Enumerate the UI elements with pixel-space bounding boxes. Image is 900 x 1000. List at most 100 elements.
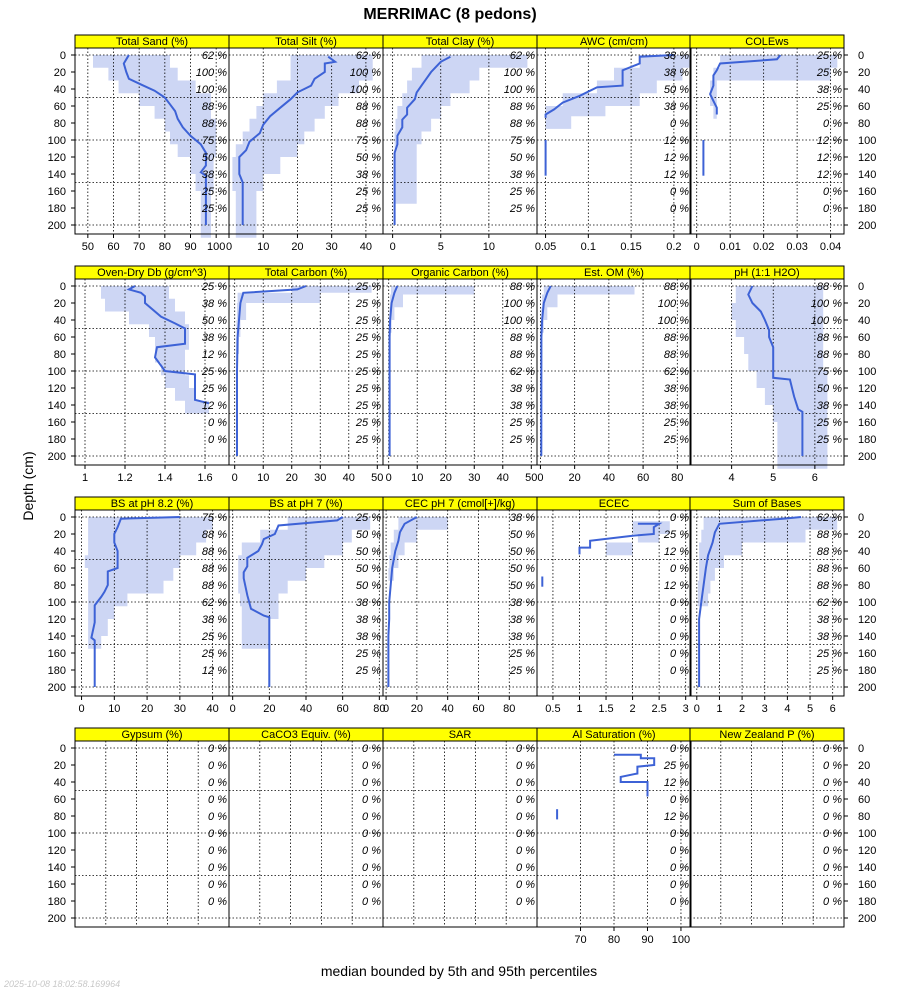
pct-label: 88 %	[817, 281, 842, 293]
panel-title: Oven-Dry Db (g/cm^3)	[97, 267, 207, 279]
pct-label: 25 %	[355, 383, 381, 395]
panel-border	[536, 47, 692, 235]
depth-tick-label-right: 160	[858, 648, 876, 660]
pct-label: 38 %	[356, 597, 381, 609]
pct-label: 0 %	[516, 743, 535, 755]
x-tick-label: 0.1	[581, 241, 596, 253]
pct-label: 25 %	[355, 665, 381, 677]
depth-tick-label-left: 160	[48, 648, 66, 660]
pct-label: 0 %	[208, 794, 227, 806]
depth-tick-label-left: 140	[48, 400, 66, 412]
x-tick-label: 20	[411, 703, 423, 715]
panel-border	[536, 278, 692, 466]
depth-tick-label-left: 120	[48, 152, 66, 164]
depth-tick-label-left: 60	[54, 332, 66, 344]
depth-tick-label-right: 160	[858, 186, 876, 198]
depth-tick-label-left: 60	[54, 794, 66, 806]
pct-label: 25 %	[355, 648, 381, 660]
x-tick-label: 0	[386, 472, 392, 484]
pct-label: 50 %	[510, 152, 535, 164]
pct-label: 12 %	[664, 777, 689, 789]
median-line	[242, 516, 344, 687]
median-line	[388, 285, 399, 456]
depth-tick-label-left: 0	[60, 281, 66, 293]
depth-tick-label-right: 180	[858, 203, 876, 215]
panel-border	[74, 740, 230, 928]
x-tick-label: 30	[314, 472, 326, 484]
pct-label: 12 %	[664, 135, 689, 147]
pct-label: 0 %	[823, 794, 842, 806]
pct-label: 12 %	[817, 152, 842, 164]
pct-label: 25 %	[201, 383, 227, 395]
x-tick-label: 0	[226, 241, 232, 253]
pct-label: 25 %	[201, 366, 227, 378]
pct-label: 0 %	[516, 760, 535, 772]
depth-tick-label-right: 60	[858, 563, 870, 575]
x-tick-label: 0	[694, 703, 700, 715]
x-tick-label: 70	[574, 934, 586, 946]
pct-label: 0 %	[823, 811, 842, 823]
x-tick-label: 4	[729, 472, 735, 484]
pct-label: 100 %	[196, 67, 227, 79]
pct-label: 0 %	[823, 186, 842, 198]
pct-label: 0 %	[670, 186, 689, 198]
median-line	[578, 522, 663, 555]
pct-label: 0 %	[362, 777, 381, 789]
pct-label: 0 %	[362, 760, 381, 772]
pct-label: 25 %	[355, 332, 381, 344]
panel-title: Est. OM (%)	[584, 267, 644, 279]
x-tick-label: 5	[807, 703, 813, 715]
x-tick-label: 0	[383, 703, 389, 715]
depth-tick-label-left: 80	[54, 580, 66, 592]
x-tick-label: 0	[230, 703, 236, 715]
pct-label: 0 %	[516, 845, 535, 857]
pct-label: 12 %	[664, 580, 689, 592]
percentile-band	[236, 286, 372, 367]
pct-label: 0 %	[208, 811, 227, 823]
pct-label: 25 %	[355, 281, 381, 293]
pct-label: 88 %	[817, 349, 842, 361]
x-tick-label: 60	[637, 472, 649, 484]
pct-label: 38 %	[510, 631, 535, 643]
depth-tick-label-left: 0	[60, 512, 66, 524]
depth-tick-label-right: 20	[858, 760, 870, 772]
pct-label: 88 %	[817, 332, 842, 344]
x-tick-label: 0	[390, 241, 396, 253]
x-tick-label: 60	[337, 703, 349, 715]
percentile-band	[731, 286, 828, 469]
depth-tick-label-right: 20	[858, 298, 870, 310]
panel-title: pH (1:1 H2O)	[734, 267, 799, 279]
depth-tick-label-right: 140	[858, 400, 876, 412]
pct-label: 0 %	[670, 563, 689, 575]
x-tick-label: 20	[569, 472, 581, 484]
x-tick-label: 60	[107, 241, 119, 253]
depth-tick-label-left: 80	[54, 349, 66, 361]
depth-tick-label-left: 100	[48, 135, 66, 147]
panel-border	[228, 740, 384, 928]
depth-tick-label-left: 140	[48, 631, 66, 643]
pct-label: 38 %	[664, 67, 689, 79]
pct-label: 88 %	[817, 580, 842, 592]
pct-label: 38 %	[510, 400, 535, 412]
depth-tick-label-right: 80	[858, 580, 870, 592]
pct-label: 88 %	[664, 349, 689, 361]
x-tick-label: 0	[537, 472, 543, 484]
pct-label: 88 %	[664, 332, 689, 344]
pct-label: 62 %	[664, 366, 689, 378]
x-tick-label: 20	[141, 703, 153, 715]
median-line	[698, 516, 802, 687]
pct-label: 50 %	[202, 315, 227, 327]
depth-tick-label-right: 200	[858, 451, 876, 463]
depth-tick-label-left: 20	[54, 298, 66, 310]
x-tick-label: 40	[442, 703, 454, 715]
percentile-band	[710, 55, 838, 119]
pct-label: 12 %	[202, 349, 227, 361]
chart-title: MERRIMAC (8 pedons)	[363, 6, 537, 23]
pct-label: 0 %	[516, 879, 535, 891]
pct-label: 0 %	[670, 862, 689, 874]
panel-border	[689, 740, 845, 928]
x-tick-label: 0.03	[786, 241, 807, 253]
x-tick-label: 40	[497, 472, 509, 484]
panel-title: Gypsum (%)	[121, 729, 182, 741]
